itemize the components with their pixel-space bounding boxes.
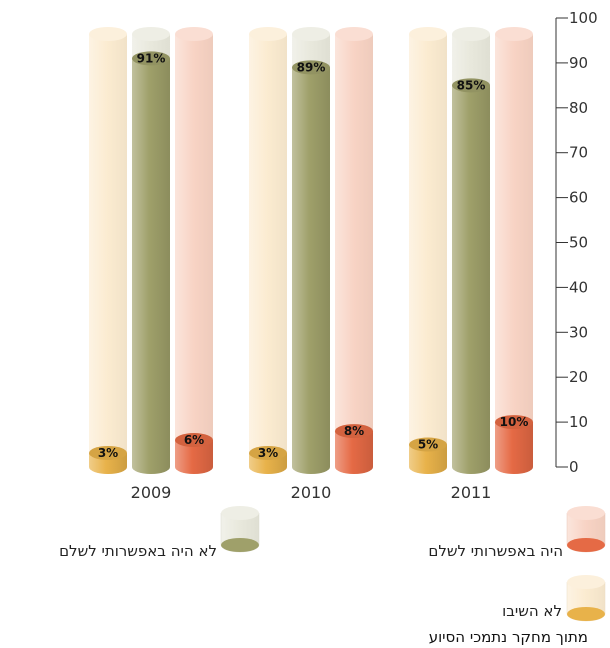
value-bar <box>452 78 490 474</box>
y-tick-label: 60 <box>569 189 588 207</box>
legend-swatch <box>566 506 606 553</box>
y-axis: 0 10 20 30 40 50 60 70 80 90 100 <box>555 9 598 476</box>
y-tick-label: 80 <box>569 99 588 117</box>
value-bar <box>335 424 373 474</box>
year-label: 2009 <box>131 483 172 502</box>
year-label: 2010 <box>291 483 332 502</box>
ghost-bar <box>409 27 447 474</box>
value-bar <box>249 446 287 474</box>
value-bar <box>175 433 213 474</box>
ghost-bar <box>175 27 213 474</box>
legend-label: לא השיבו <box>502 602 562 620</box>
value-bar <box>132 51 170 474</box>
value-label: 8% <box>344 424 364 438</box>
y-tick-label: 20 <box>569 368 588 386</box>
ghost-bar <box>249 27 287 474</box>
value-bar <box>409 437 447 474</box>
y-tick-label: 90 <box>569 54 588 72</box>
value-label: 3% <box>98 446 118 460</box>
year-label: 2011 <box>451 483 492 502</box>
y-tick-label: 10 <box>569 413 588 431</box>
value-label: 85% <box>457 78 486 92</box>
ghost-bar <box>335 27 373 474</box>
value-label: 6% <box>184 433 204 447</box>
legend-label: היה באפשרותי לשלם <box>428 542 563 560</box>
ghost-bar <box>495 27 533 474</box>
year-labels: 2009 2010 2011 <box>131 483 492 502</box>
y-tick-label: 40 <box>569 278 588 296</box>
bars: 3% 91% 6% 3% 89% 8% 5% 85% 10% <box>89 27 533 474</box>
source-note: מתוך מחקר נתמכי הסיוע <box>429 628 588 646</box>
value-label: 3% <box>258 446 278 460</box>
y-tick-label: 30 <box>569 323 588 341</box>
value-label: 10% <box>500 415 529 429</box>
value-label: 89% <box>297 60 326 74</box>
y-tick-label: 100 <box>569 9 598 27</box>
legend-swatch <box>566 575 606 622</box>
legend: לא השיבו לא היה באפשרותי לשלם היה באפשרותי… <box>59 506 606 622</box>
y-tick-label: 0 <box>569 458 579 476</box>
value-bar <box>292 60 330 474</box>
legend-swatch <box>220 506 260 553</box>
value-label: 91% <box>137 51 166 65</box>
y-tick-label: 70 <box>569 144 588 162</box>
value-bar <box>89 446 127 474</box>
ghost-bar <box>89 27 127 474</box>
y-tick-label: 50 <box>569 234 588 252</box>
legend-label: לא היה באפשרותי לשלם <box>59 542 217 560</box>
value-bar <box>495 415 533 474</box>
value-label: 5% <box>418 438 438 452</box>
